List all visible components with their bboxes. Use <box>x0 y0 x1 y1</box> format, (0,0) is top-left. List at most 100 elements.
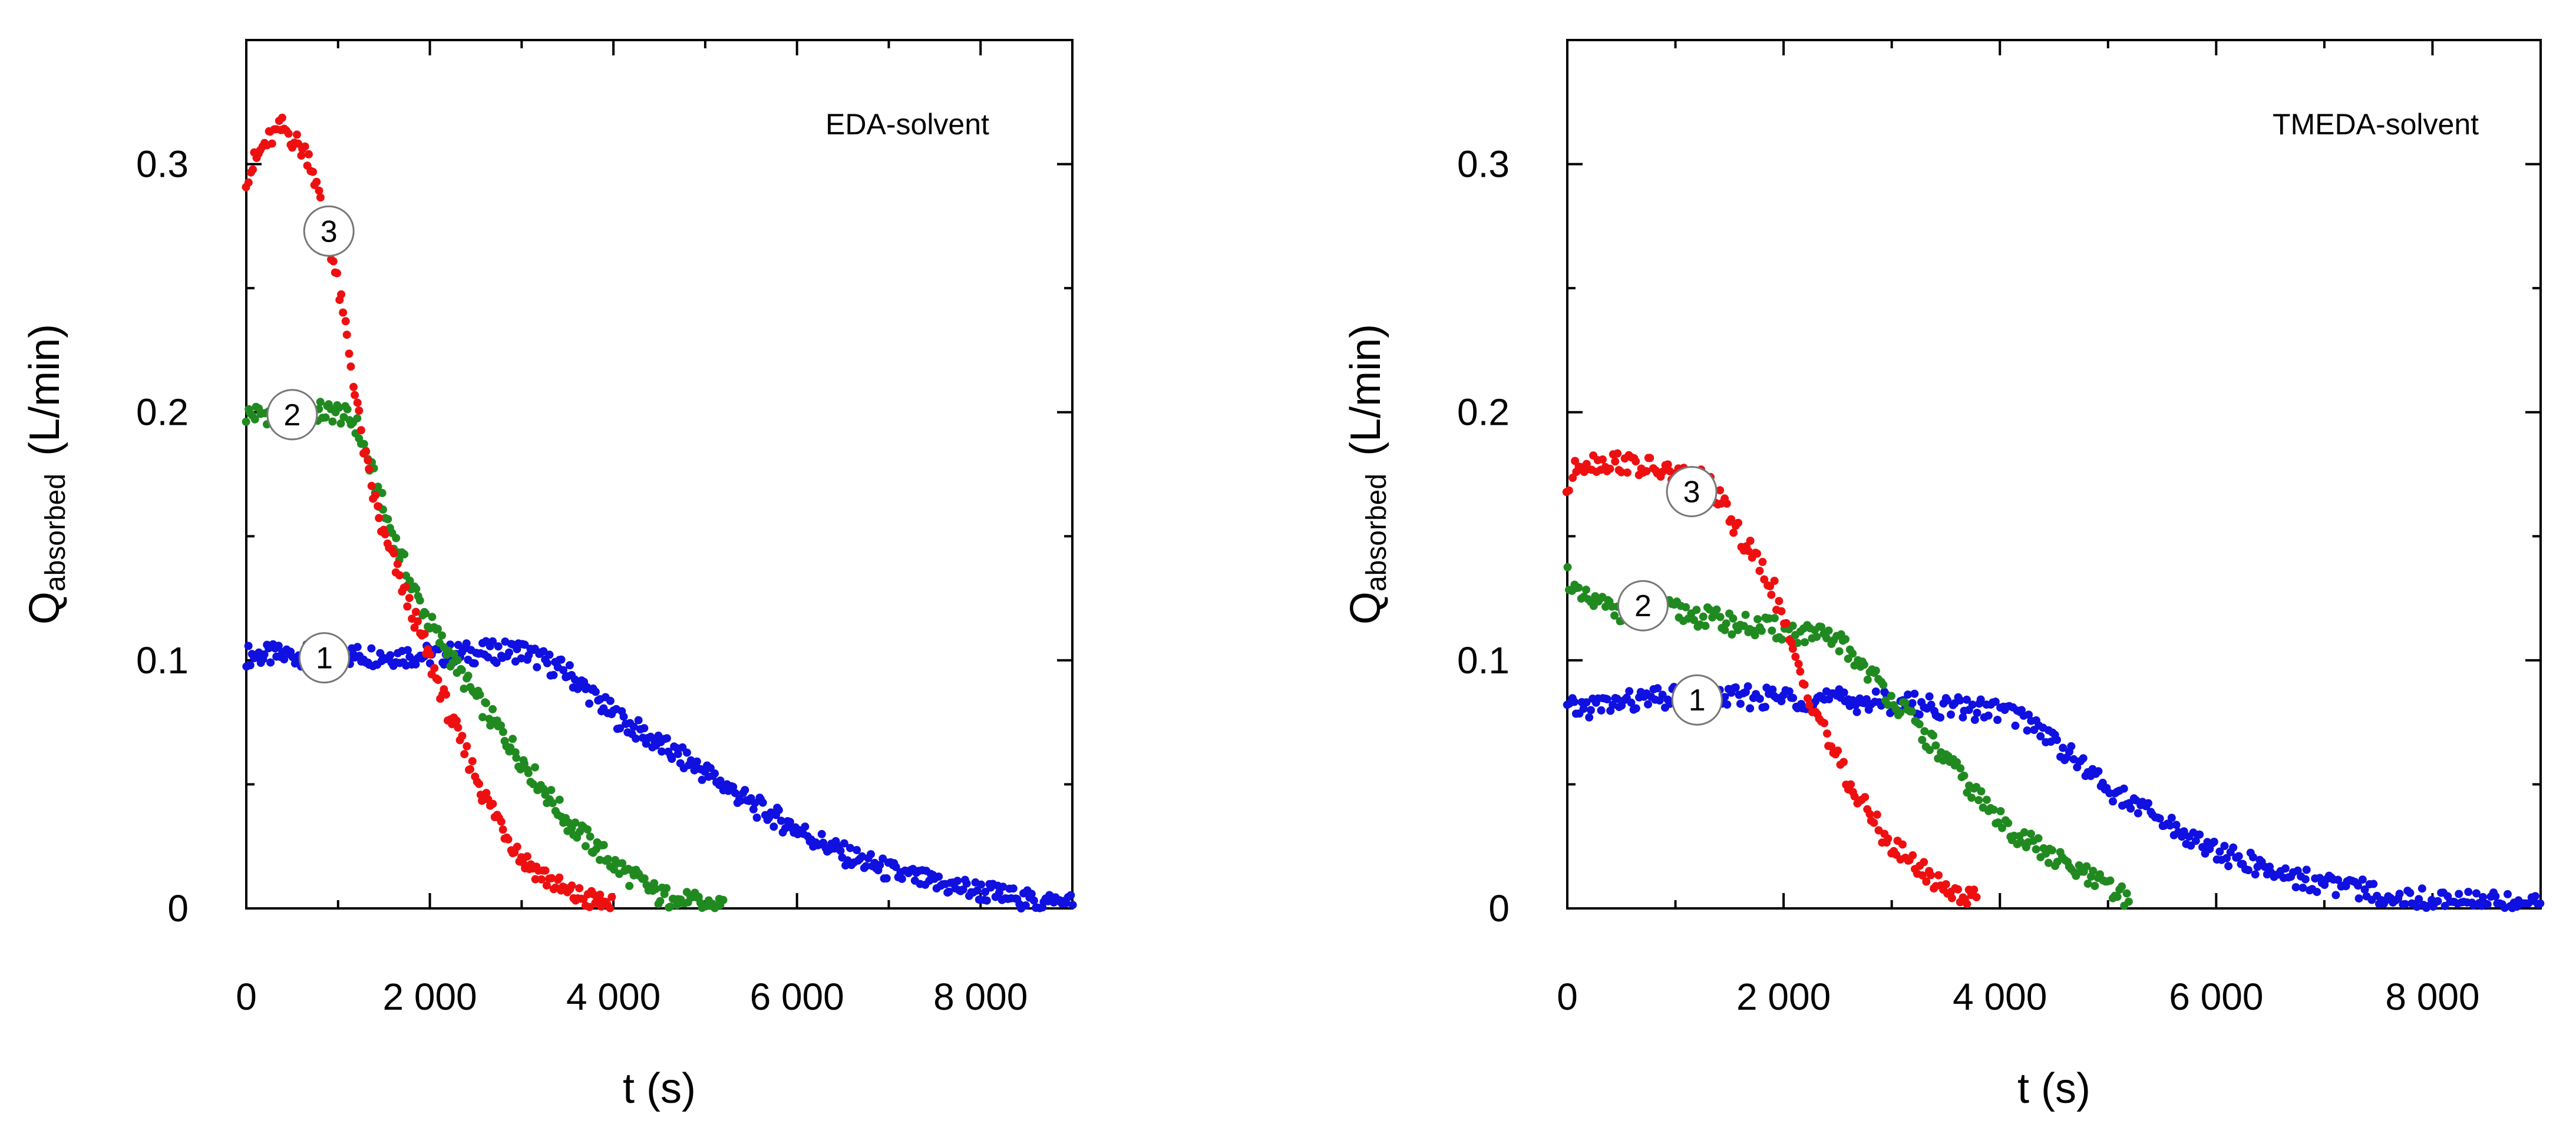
data-point <box>242 417 250 426</box>
data-point <box>400 550 409 558</box>
data-point <box>1901 698 1910 707</box>
data-point <box>2433 897 2442 905</box>
data-point <box>2298 884 2307 892</box>
x-tick-label: 2 000 <box>1736 976 1831 1018</box>
data-point <box>453 716 461 725</box>
data-point <box>1922 877 1931 886</box>
data-point <box>1627 698 1636 707</box>
data-point <box>592 845 600 854</box>
data-point <box>412 584 421 593</box>
data-point <box>2331 891 2340 900</box>
data-point <box>336 419 345 428</box>
data-point <box>371 491 380 500</box>
data-point <box>2094 767 2103 776</box>
data-point <box>651 885 660 893</box>
data-point <box>1632 704 1640 713</box>
data-point <box>433 624 442 633</box>
data-point <box>1926 871 1935 880</box>
data-point <box>1758 557 1767 566</box>
data-point <box>1835 647 1844 656</box>
data-point <box>1794 660 1803 669</box>
data-point <box>316 193 325 202</box>
data-point <box>1744 547 1753 556</box>
data-point <box>458 732 467 740</box>
data-point <box>1968 700 1977 709</box>
data-point <box>897 874 906 883</box>
data-point <box>632 734 640 743</box>
series-marker-label-1: 1 <box>1689 683 1706 718</box>
data-point <box>1690 616 1699 624</box>
data-point <box>1974 796 1983 805</box>
data-point <box>1625 687 1634 696</box>
data-point <box>2034 834 2043 842</box>
data-point <box>2195 830 2204 839</box>
data-point <box>1927 700 1936 709</box>
data-point <box>2301 875 2310 884</box>
data-point <box>559 666 567 675</box>
plot-frame <box>1566 39 2542 910</box>
data-point <box>1613 449 1622 458</box>
data-point <box>2249 853 2257 862</box>
data-point <box>249 165 257 174</box>
data-point <box>2531 892 2539 901</box>
data-point <box>1068 901 1077 910</box>
data-point <box>2229 843 2238 852</box>
data-point <box>520 640 529 649</box>
data-point <box>2144 799 2152 808</box>
data-point <box>2026 829 2035 838</box>
data-point <box>1585 713 1594 722</box>
data-point <box>460 750 469 759</box>
data-point <box>497 721 506 730</box>
data-point <box>337 290 346 299</box>
data-point <box>367 481 376 490</box>
data-point <box>1982 795 1991 804</box>
data-point <box>346 362 355 371</box>
data-point <box>364 456 372 465</box>
data-point <box>1839 758 1848 766</box>
data-point <box>959 885 967 894</box>
data-point <box>260 650 269 659</box>
data-point <box>571 818 580 827</box>
data-point <box>1848 649 1857 658</box>
data-point <box>1736 699 1745 708</box>
data-point <box>365 465 374 473</box>
data-point <box>1947 894 1956 902</box>
data-point <box>292 130 301 139</box>
data-point <box>300 142 309 151</box>
series-marker-label-2: 2 <box>1634 589 1652 623</box>
data-point <box>1973 709 1981 718</box>
data-point <box>2165 821 2174 830</box>
data-point <box>531 763 539 772</box>
data-point <box>2053 736 2061 744</box>
data-point <box>1963 900 1971 908</box>
data-point <box>2360 885 2369 894</box>
data-point <box>1934 871 1943 880</box>
data-point <box>1027 890 1036 898</box>
data-point <box>2025 710 2033 719</box>
y-tick-label: 0.2 <box>1457 391 1510 434</box>
data-point <box>353 398 362 407</box>
data-point <box>944 887 953 896</box>
data-point <box>640 724 649 733</box>
data-point <box>662 884 671 892</box>
data-point <box>1699 612 1708 621</box>
data-point <box>384 515 392 524</box>
data-point <box>1896 708 1905 717</box>
data-point <box>1787 638 1796 647</box>
data-point <box>1908 851 1917 859</box>
data-point <box>1743 682 1752 691</box>
data-point <box>466 765 474 773</box>
data-point <box>2179 827 2188 836</box>
data-point <box>405 594 414 603</box>
data-point <box>666 902 675 911</box>
data-point <box>2067 742 2076 751</box>
data-point <box>2291 883 2300 892</box>
data-point <box>498 825 507 834</box>
data-point <box>1563 563 1572 571</box>
data-point <box>475 779 483 788</box>
y-axis-label: Qabsorbed (L/min) <box>1342 324 1392 624</box>
data-point <box>1716 486 1725 495</box>
data-point <box>1782 619 1791 627</box>
data-point <box>1599 455 1607 464</box>
data-point <box>470 659 479 668</box>
